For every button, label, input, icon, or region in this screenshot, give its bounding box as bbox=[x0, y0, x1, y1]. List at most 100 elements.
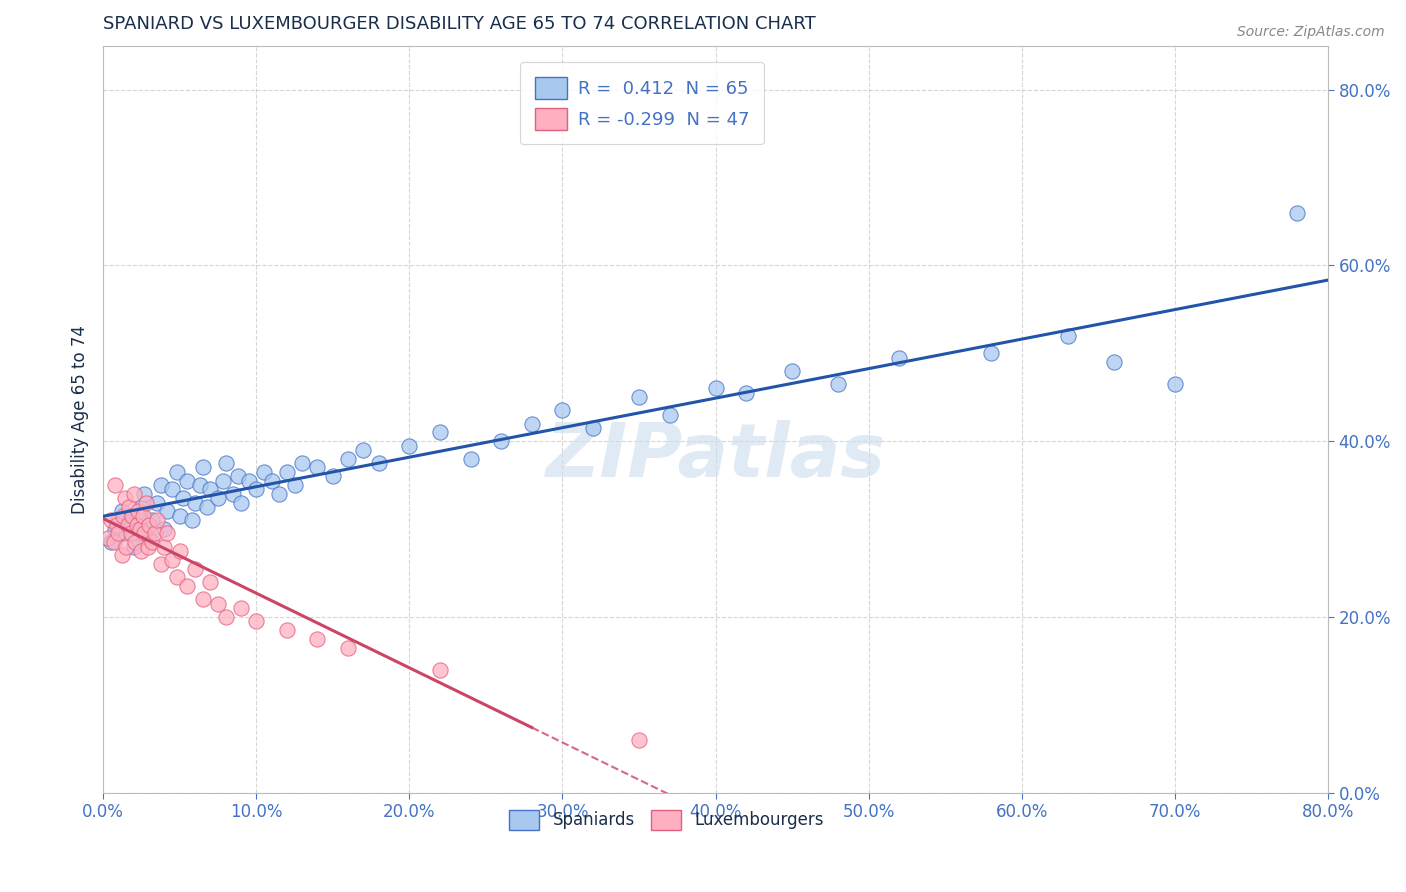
Point bbox=[172, 491, 194, 506]
Point bbox=[322, 469, 344, 483]
Point bbox=[97, 531, 120, 545]
Point bbox=[104, 478, 127, 492]
Point bbox=[276, 623, 298, 637]
Text: SPANIARD VS LUXEMBOURGER DISABILITY AGE 65 TO 74 CORRELATION CHART: SPANIARD VS LUXEMBOURGER DISABILITY AGE … bbox=[103, 15, 815, 33]
Point bbox=[429, 425, 451, 440]
Point bbox=[222, 487, 245, 501]
Point bbox=[195, 500, 218, 514]
Point bbox=[628, 390, 651, 404]
Text: Source: ZipAtlas.com: Source: ZipAtlas.com bbox=[1237, 25, 1385, 39]
Point bbox=[520, 417, 543, 431]
Point bbox=[780, 364, 803, 378]
Point bbox=[214, 610, 236, 624]
Point bbox=[118, 500, 141, 514]
Point bbox=[1102, 355, 1125, 369]
Point bbox=[184, 496, 207, 510]
Point bbox=[491, 434, 513, 449]
Point bbox=[127, 504, 149, 518]
Point bbox=[827, 377, 849, 392]
Point bbox=[166, 570, 188, 584]
Point bbox=[176, 474, 198, 488]
Point bbox=[150, 478, 173, 492]
Point bbox=[291, 456, 314, 470]
Point bbox=[367, 456, 389, 470]
Point bbox=[124, 535, 146, 549]
Point bbox=[105, 517, 128, 532]
Point bbox=[145, 513, 167, 527]
Point bbox=[176, 579, 198, 593]
Point bbox=[269, 487, 291, 501]
Point bbox=[352, 442, 374, 457]
Point bbox=[260, 474, 283, 488]
Point bbox=[307, 460, 329, 475]
Point bbox=[582, 421, 605, 435]
Point bbox=[307, 632, 329, 646]
Point bbox=[132, 508, 155, 523]
Point bbox=[337, 451, 360, 466]
Point bbox=[245, 483, 267, 497]
Point bbox=[398, 438, 420, 452]
Point bbox=[107, 526, 129, 541]
Point bbox=[1056, 328, 1078, 343]
Point bbox=[184, 561, 207, 575]
Point bbox=[121, 508, 143, 523]
Point bbox=[1164, 377, 1187, 392]
Point bbox=[103, 535, 125, 549]
Point bbox=[188, 478, 211, 492]
Point bbox=[156, 526, 179, 541]
Point bbox=[122, 540, 145, 554]
Point bbox=[143, 526, 166, 541]
Y-axis label: Disability Age 65 to 74: Disability Age 65 to 74 bbox=[72, 325, 89, 514]
Point bbox=[131, 500, 153, 514]
Point bbox=[131, 544, 153, 558]
Point bbox=[735, 385, 758, 400]
Point bbox=[100, 535, 122, 549]
Point bbox=[226, 469, 249, 483]
Point bbox=[191, 460, 214, 475]
Point bbox=[125, 517, 148, 532]
Point bbox=[110, 549, 132, 563]
Point bbox=[337, 640, 360, 655]
Point bbox=[253, 465, 276, 479]
Point bbox=[134, 526, 156, 541]
Point bbox=[238, 474, 260, 488]
Point bbox=[125, 517, 148, 532]
Point bbox=[114, 491, 136, 506]
Point bbox=[628, 733, 651, 747]
Point bbox=[156, 504, 179, 518]
Point bbox=[160, 553, 183, 567]
Point bbox=[145, 496, 167, 510]
Point bbox=[200, 574, 222, 589]
Point bbox=[889, 351, 911, 365]
Point bbox=[181, 513, 204, 527]
Point bbox=[166, 465, 188, 479]
Point bbox=[135, 496, 157, 510]
Point bbox=[115, 526, 138, 541]
Point bbox=[460, 451, 482, 466]
Point bbox=[138, 531, 160, 545]
Point bbox=[110, 504, 132, 518]
Point bbox=[100, 513, 122, 527]
Point bbox=[229, 496, 252, 510]
Point bbox=[245, 615, 267, 629]
Point bbox=[104, 522, 127, 536]
Point bbox=[200, 483, 222, 497]
Point bbox=[169, 544, 191, 558]
Point bbox=[120, 526, 142, 541]
Point bbox=[153, 522, 176, 536]
Point bbox=[153, 540, 176, 554]
Point bbox=[141, 535, 163, 549]
Point bbox=[120, 508, 142, 523]
Point bbox=[141, 513, 163, 527]
Point bbox=[122, 487, 145, 501]
Point bbox=[429, 663, 451, 677]
Text: ZIPatlas: ZIPatlas bbox=[546, 420, 886, 493]
Point bbox=[117, 517, 139, 532]
Point bbox=[1286, 205, 1309, 219]
Point bbox=[115, 540, 138, 554]
Point bbox=[229, 601, 252, 615]
Point bbox=[283, 478, 305, 492]
Point bbox=[136, 540, 159, 554]
Legend: Spaniards, Luxembourgers: Spaniards, Luxembourgers bbox=[502, 803, 831, 837]
Point bbox=[214, 456, 236, 470]
